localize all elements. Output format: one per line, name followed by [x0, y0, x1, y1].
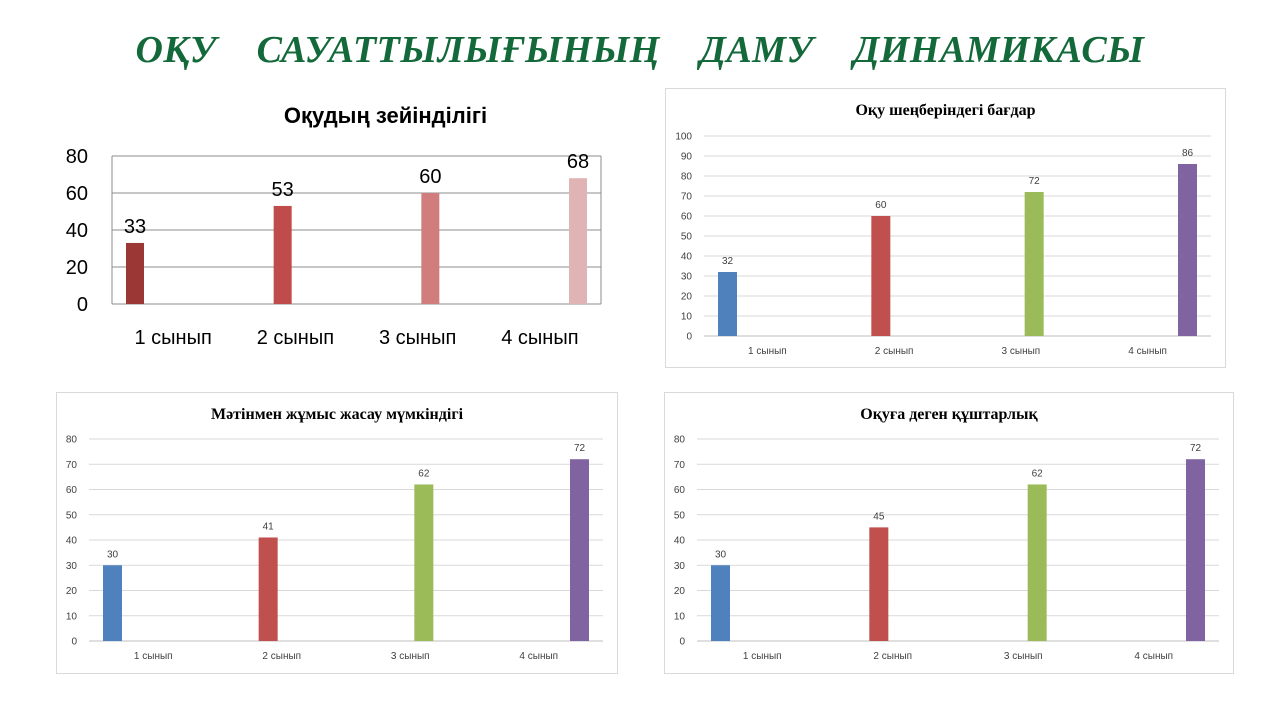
y-tick-label: 60 [66, 485, 78, 496]
y-tick-label: 40 [681, 252, 693, 263]
chart-reading-circle-orientation: Оқу шеңберіндегі бағдар 0 10 20 30 40 50 60 70 8… [665, 88, 1226, 368]
chart-svg: 0 10 20 30 40 50 60 70 80 90 100 32 1 сынып 60 2 сынып… [675, 132, 1211, 357]
bar [103, 565, 122, 641]
chart-reading-mindfulness: Оқудың зейінділігі 0 20 40 60 80 33 1 сынып 53 2… [55, 95, 625, 365]
data-label: 30 [107, 549, 119, 560]
y-tick-label: 70 [681, 192, 693, 203]
y-tick-label: 20 [66, 586, 78, 597]
y-tick-label: 10 [66, 611, 78, 622]
x-tick-label: 1 сынып [748, 346, 787, 357]
chart-reading-passion: Оқуға деген құштарлық 0 10 20 30 40 50 60 70 80 3… [664, 392, 1234, 674]
y-tick-label: 10 [681, 312, 693, 323]
data-label: 32 [722, 256, 734, 267]
data-label: 86 [1182, 148, 1194, 159]
data-label: 60 [419, 166, 441, 188]
bar [1027, 484, 1047, 641]
bar [273, 205, 292, 304]
y-tick-label: 60 [681, 212, 693, 223]
bar [258, 537, 278, 641]
y-tick-label: 10 [674, 611, 686, 622]
y-tick-label: 60 [674, 485, 686, 496]
chart-title: Оқуға деген құштарлық [860, 406, 1038, 423]
x-tick-label: 4 сынып [1134, 651, 1173, 662]
y-tick-label: 80 [66, 146, 88, 168]
chart-title: Оқудың зейінділігі [283, 103, 488, 128]
bar [421, 193, 440, 304]
data-label: 72 [574, 443, 586, 454]
x-tick-label: 4 сынып [519, 651, 558, 662]
data-label: 62 [1032, 468, 1044, 479]
y-tick-label: 30 [674, 561, 686, 572]
y-tick-label: 60 [66, 183, 88, 205]
y-tick-label: 80 [674, 435, 686, 446]
data-label: 30 [715, 549, 727, 560]
slide-title: ОҚУ САУАТТЫЛЫҒЫНЫҢ ДАМУ ДИНАМИКАСЫ [135, 29, 1145, 71]
bar [869, 527, 889, 641]
x-tick-label: 2 сынып [875, 346, 914, 357]
x-tick-label: 2 сынып [257, 327, 334, 349]
data-label: 53 [272, 179, 294, 201]
y-tick-label: 0 [71, 637, 77, 648]
data-label: 41 [263, 521, 275, 532]
y-tick-label: 30 [66, 561, 78, 572]
x-tick-label: 1 сынып [134, 651, 173, 662]
x-tick-label: 1 сынып [743, 651, 782, 662]
y-tick-label: 50 [674, 510, 686, 521]
y-tick-label: 90 [681, 152, 693, 163]
x-tick-label: 3 сынып [1002, 346, 1041, 357]
y-tick-label: 100 [675, 132, 692, 143]
y-tick-label: 20 [681, 292, 693, 303]
x-tick-label: 2 сынып [262, 651, 301, 662]
bar [711, 565, 730, 641]
x-tick-label: 4 сынып [501, 327, 578, 349]
x-tick-label: 3 сынып [391, 651, 430, 662]
bar [126, 242, 144, 304]
y-tick-label: 0 [77, 294, 88, 316]
y-tick-label: 80 [66, 435, 78, 446]
chart-svg: 0 10 20 30 40 50 60 70 80 30 1 сынып 45 2 сынып 62 3 с… [674, 435, 1219, 662]
chart-svg: 0 10 20 30 40 50 60 70 80 30 1 сынып 41 2 сынып 62 3 с… [66, 435, 603, 662]
y-tick-label: 0 [686, 332, 692, 343]
y-tick-label: 50 [66, 510, 78, 521]
x-tick-label: 3 сынып [1004, 651, 1043, 662]
data-label: 72 [1190, 443, 1202, 454]
y-tick-label: 40 [674, 536, 686, 547]
y-tick-label: 20 [66, 257, 88, 279]
bar [569, 178, 587, 304]
data-label: 68 [567, 151, 589, 173]
bar [570, 459, 589, 641]
y-tick-label: 80 [681, 172, 693, 183]
y-tick-label: 70 [66, 460, 78, 471]
data-label: 45 [873, 511, 885, 522]
bar [1178, 164, 1197, 336]
chart-text-work-ability: Мәтінмен жұмыс жасау мүмкіндігі 0 10 20 30 4… [56, 392, 618, 674]
y-tick-label: 40 [66, 536, 78, 547]
bar [1186, 459, 1205, 641]
bar [871, 216, 891, 336]
x-tick-label: 2 сынып [873, 651, 912, 662]
data-label: 62 [418, 468, 430, 479]
y-tick-label: 50 [681, 232, 693, 243]
chart-svg: 0 20 40 60 80 33 1 сынып 53 2 сынып 60 3 сынып 68 4 … [66, 146, 602, 349]
chart-title: Оқу шеңберіндегі бағдар [855, 102, 1036, 119]
bar [1024, 192, 1044, 336]
y-tick-label: 0 [679, 637, 685, 648]
y-tick-label: 40 [66, 220, 88, 242]
data-label: 72 [1029, 176, 1041, 187]
y-tick-label: 30 [681, 272, 693, 283]
y-tick-label: 20 [674, 586, 686, 597]
data-label: 33 [124, 216, 146, 238]
bar [414, 484, 434, 641]
y-tick-label: 70 [674, 460, 686, 471]
bar [718, 272, 737, 336]
x-tick-label: 3 сынып [379, 327, 456, 349]
x-tick-label: 1 сынып [134, 327, 211, 349]
x-tick-label: 4 сынып [1128, 346, 1167, 357]
chart-title: Мәтінмен жұмыс жасау мүмкіндігі [210, 406, 464, 423]
data-label: 60 [875, 200, 887, 211]
